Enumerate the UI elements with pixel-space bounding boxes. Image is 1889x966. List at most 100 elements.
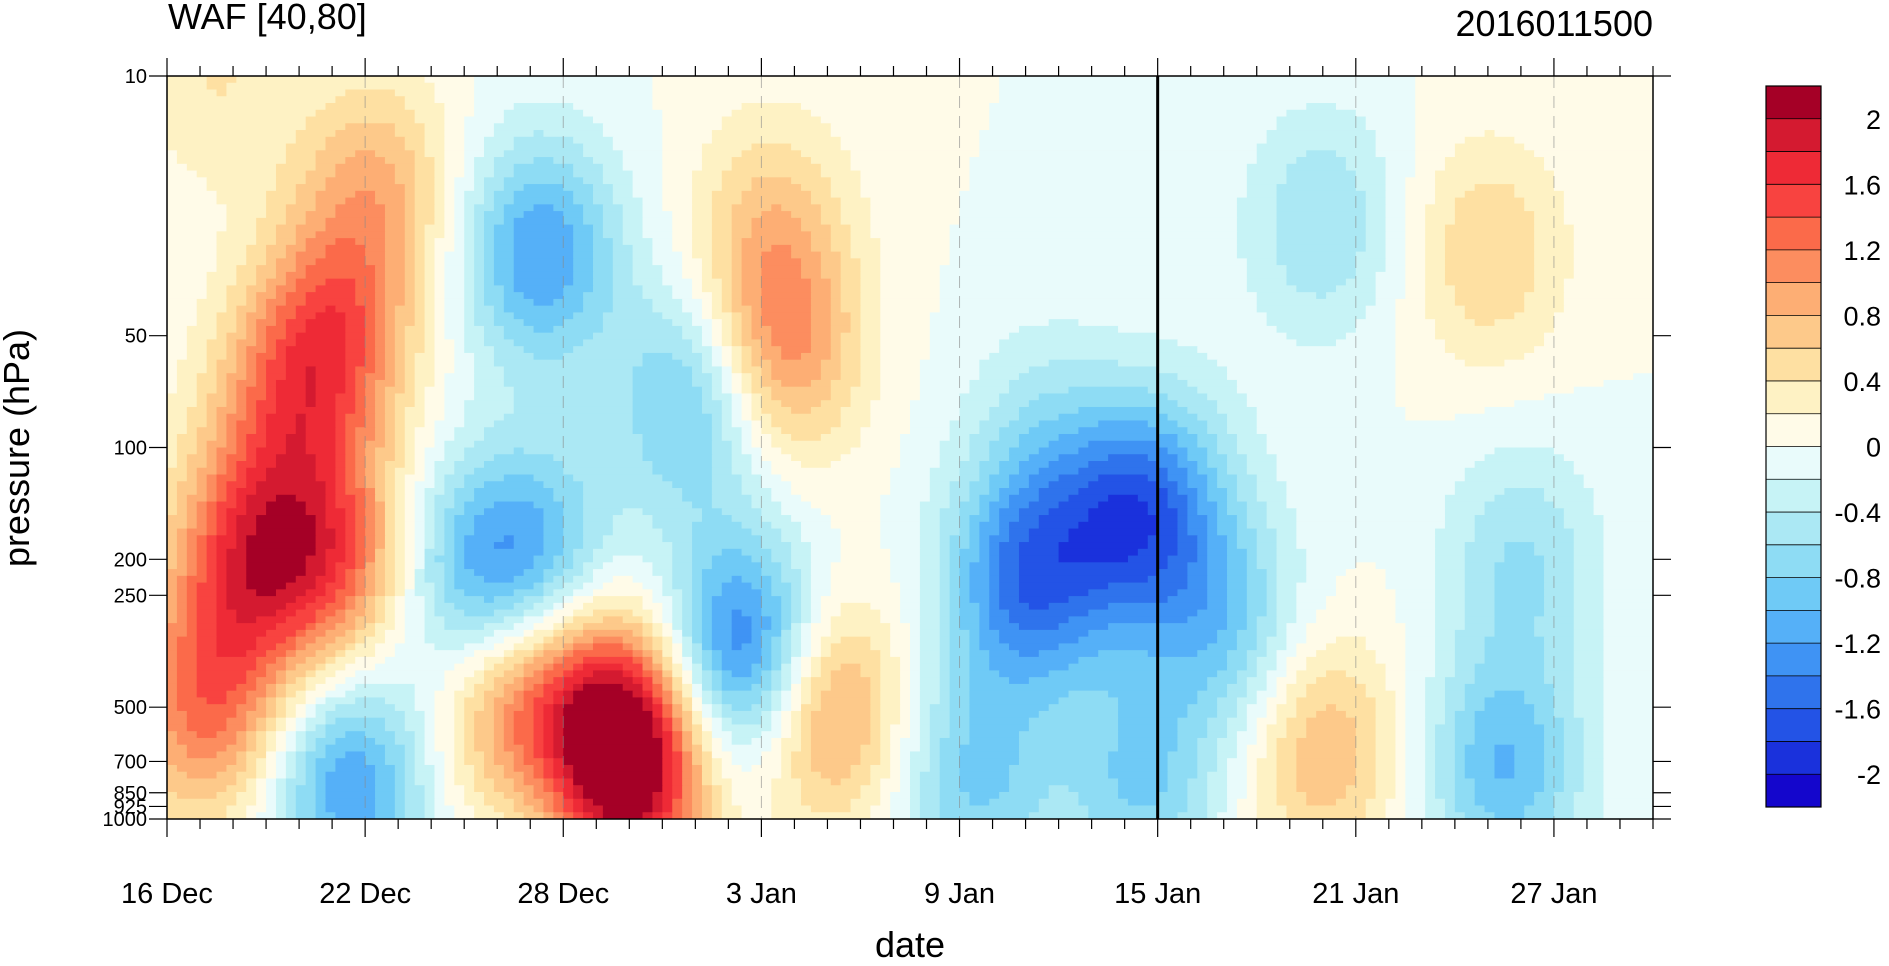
field-cell — [1009, 332, 1159, 341]
field-cell — [414, 251, 426, 259]
field-cell — [553, 764, 564, 773]
field-cell — [771, 325, 812, 334]
field-cell — [563, 319, 604, 327]
field-cell — [315, 157, 346, 165]
field-cell — [701, 359, 713, 368]
field-cell — [880, 656, 901, 665]
field-cell — [226, 454, 247, 462]
field-cell — [275, 352, 287, 361]
field-cell — [910, 710, 921, 719]
field-cell — [384, 575, 396, 584]
field-cell — [484, 211, 505, 219]
field-cell — [216, 542, 237, 550]
field-cell — [1365, 690, 1397, 699]
field-cell — [1573, 542, 1605, 550]
field-cell — [335, 305, 366, 313]
field-cell — [1435, 562, 1466, 570]
field-cell — [434, 238, 455, 246]
field-cell — [612, 244, 634, 253]
field-cell — [692, 710, 703, 719]
field-cell — [355, 562, 366, 570]
field-cell — [791, 454, 842, 462]
field-cell — [969, 737, 1020, 746]
field-cell — [1276, 656, 1288, 665]
field-cell — [394, 339, 406, 347]
field-cell — [860, 433, 901, 442]
field-cell — [1167, 562, 1188, 570]
field-cell — [692, 751, 703, 759]
field-cell — [1395, 393, 1545, 401]
field-cell — [1603, 555, 1653, 563]
field-cell — [573, 562, 584, 570]
field-cell — [1217, 433, 1238, 442]
field-cell — [275, 677, 287, 685]
field-cell — [176, 501, 188, 509]
field-cell — [919, 744, 931, 753]
field-cell — [167, 312, 198, 320]
field-cell — [503, 413, 634, 422]
field-cell — [1177, 373, 1228, 381]
field-cell — [1544, 332, 1653, 341]
field-cell — [1246, 454, 1278, 462]
field-cell — [474, 670, 485, 678]
field-cell — [781, 704, 792, 712]
field-cell — [256, 454, 277, 462]
field-cell — [454, 427, 485, 435]
field-cell — [384, 278, 406, 286]
field-cell — [503, 150, 584, 158]
field-cell — [662, 623, 673, 631]
field-cell — [701, 663, 713, 671]
field-cell — [216, 771, 237, 780]
field-cell — [384, 217, 406, 226]
field-cell — [1603, 542, 1653, 550]
field-cell — [345, 602, 356, 611]
field-cell — [484, 265, 495, 273]
field-cell — [196, 508, 208, 516]
field-cell — [1286, 109, 1357, 118]
field-cell — [523, 211, 564, 219]
field-cell — [295, 231, 317, 239]
field-cell — [454, 461, 485, 469]
field-cell — [167, 278, 208, 286]
field-cell — [444, 157, 465, 165]
field-cell — [186, 515, 198, 523]
field-cell — [434, 244, 455, 253]
field-cell — [285, 150, 317, 158]
field-cell — [761, 258, 802, 266]
field-cell — [1405, 677, 1426, 685]
field-cell — [176, 596, 188, 604]
field-cell — [167, 238, 218, 246]
field-cell — [186, 602, 198, 611]
field-cell — [860, 292, 881, 300]
field-cell — [880, 717, 901, 726]
field-cell — [721, 413, 733, 422]
field-cell — [830, 461, 901, 469]
field-cell — [414, 157, 436, 165]
field-cell — [1058, 548, 1139, 557]
field-cell — [1296, 744, 1357, 753]
field-cell — [256, 744, 267, 753]
field-cell — [513, 339, 584, 347]
field-cell — [1207, 474, 1218, 482]
field-cell — [493, 157, 535, 165]
field-cell — [266, 366, 287, 374]
field-cell — [285, 764, 297, 773]
field-cell — [741, 521, 772, 530]
field-cell — [295, 184, 327, 192]
field-cell — [1385, 217, 1406, 226]
field-cell — [612, 251, 634, 259]
field-cell — [384, 461, 406, 469]
field-cell — [989, 602, 1000, 611]
field-cell — [1009, 386, 1070, 395]
field-cell — [1306, 690, 1367, 699]
field-cell — [830, 589, 901, 597]
field-cell — [305, 758, 317, 766]
field-cell — [1296, 602, 1327, 611]
field-cell — [652, 96, 1000, 104]
field-cell — [1504, 548, 1535, 557]
field-cell — [484, 332, 505, 341]
field-cell — [1385, 251, 1406, 259]
field-cell — [523, 636, 545, 644]
field-cell — [305, 656, 327, 665]
